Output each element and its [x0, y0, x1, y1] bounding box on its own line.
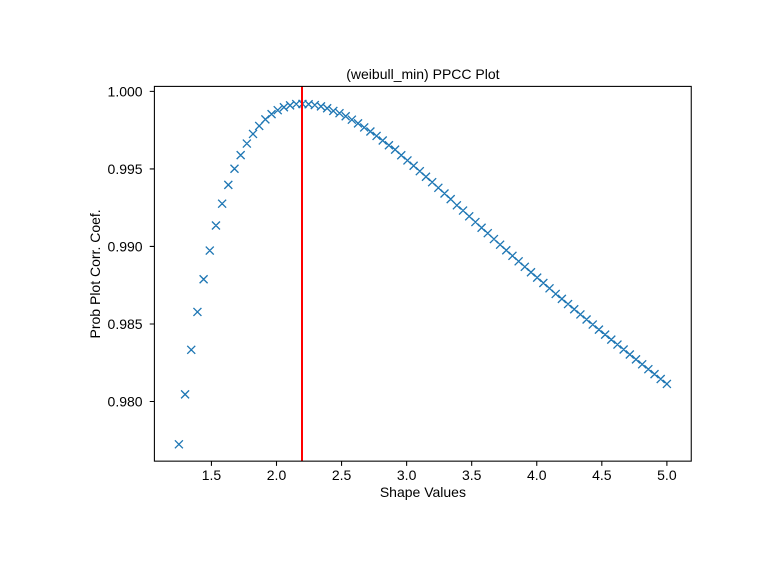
- svg-text:1.5: 1.5: [202, 467, 222, 483]
- svg-text:3.5: 3.5: [462, 467, 482, 483]
- svg-text:Shape Values: Shape Values: [380, 484, 466, 500]
- svg-text:0.995: 0.995: [108, 161, 143, 177]
- svg-text:Prob Plot Corr. Coef.: Prob Plot Corr. Coef.: [87, 209, 103, 338]
- svg-text:0.990: 0.990: [108, 238, 143, 254]
- svg-text:2.5: 2.5: [332, 467, 352, 483]
- svg-text:5.0: 5.0: [657, 467, 677, 483]
- svg-text:4.5: 4.5: [592, 467, 612, 483]
- svg-text:0.980: 0.980: [108, 393, 143, 409]
- svg-text:1.000: 1.000: [108, 83, 143, 99]
- svg-text:4.0: 4.0: [527, 467, 547, 483]
- svg-text:(weibull_min) PPCC Plot: (weibull_min) PPCC Plot: [346, 66, 499, 82]
- svg-text:2.0: 2.0: [267, 467, 287, 483]
- svg-text:0.985: 0.985: [108, 316, 143, 332]
- svg-text:3.0: 3.0: [397, 467, 417, 483]
